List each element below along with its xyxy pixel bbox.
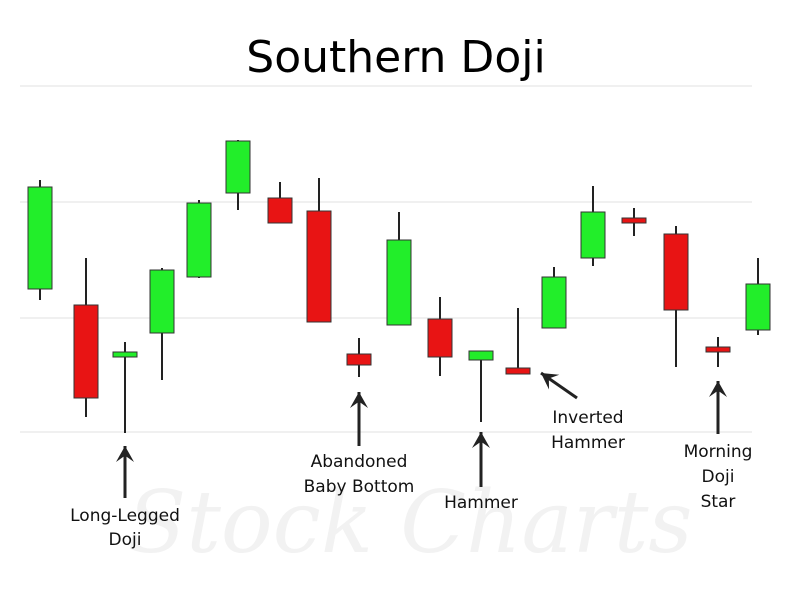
annotation-line: Hammer [551,433,625,453]
arrow-head [350,392,368,408]
annotation-line: Baby Bottom [304,477,415,497]
candle-body [745,283,771,331]
arrow-head [472,432,490,448]
candle-body [427,318,453,358]
title: Southern Doji [246,32,545,83]
candle-body [468,350,494,361]
candle-body [149,269,175,334]
annotation-line: Morning [684,442,753,462]
candle-body [306,210,332,323]
candle-body [346,353,372,366]
annotation-line: Abandoned [311,452,408,472]
candle-body [73,304,99,399]
candle-body [267,197,293,224]
background-grid [20,85,752,433]
arrows [116,371,727,498]
candle-body [386,239,412,326]
annotation-line: Long-Legged [70,506,180,526]
candle-body [27,186,53,290]
candle-body [705,346,731,353]
annotations: Long-Legged Doji Abandoned Baby Bottom H… [70,408,752,550]
annotation-line: Star [701,492,736,512]
annotation-line: Inverted [552,408,623,428]
candle-body [621,217,647,224]
candles [27,140,771,433]
candle-body [112,351,138,358]
candle-body [505,367,531,375]
arrow-head [709,381,727,397]
watermark: Stock Charts [127,473,692,573]
annotation-line: Doji [702,467,735,487]
candle-body [186,202,212,278]
annotation-line: Doji [109,530,142,550]
annotation-line: Hammer [444,493,518,513]
arrow-head [116,446,134,462]
arrow-head [541,373,560,390]
candle-body [580,211,606,259]
candle-body [663,233,689,311]
candle-body [541,276,567,329]
candle-body [225,140,251,194]
